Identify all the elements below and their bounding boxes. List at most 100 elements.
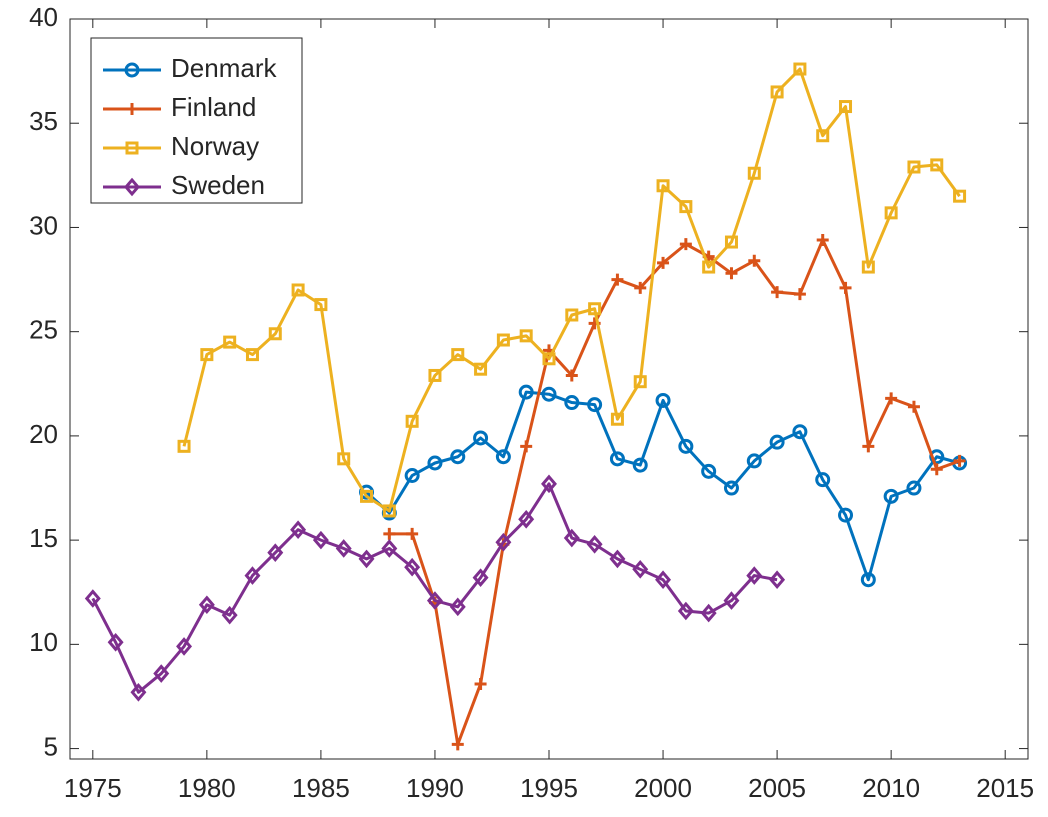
marker (449, 597, 466, 617)
marker (655, 392, 671, 408)
marker (381, 539, 398, 558)
marker (632, 457, 648, 473)
marker (861, 260, 875, 274)
marker (474, 677, 487, 690)
marker (268, 327, 282, 341)
marker (656, 179, 670, 193)
x-tick-label: 1995 (520, 773, 578, 803)
marker (838, 507, 854, 523)
marker (883, 488, 899, 504)
y-tick-label: 40 (29, 2, 58, 32)
marker (404, 468, 420, 484)
marker (451, 738, 464, 751)
marker (611, 273, 624, 286)
marker (747, 166, 761, 180)
marker (815, 472, 831, 488)
marker (723, 480, 739, 496)
marker (679, 200, 693, 214)
marker (748, 254, 761, 267)
marker (314, 298, 328, 312)
marker (223, 335, 237, 349)
marker (450, 449, 466, 465)
marker (586, 534, 603, 554)
marker (657, 256, 670, 269)
marker (792, 424, 808, 440)
marker (907, 160, 921, 174)
marker (474, 362, 488, 376)
marker (724, 235, 738, 249)
y-tick-label: 5 (44, 731, 58, 761)
marker (245, 348, 259, 362)
marker (84, 589, 101, 608)
marker (906, 480, 922, 496)
marker (769, 434, 785, 450)
marker (312, 530, 329, 550)
series-line (91, 482, 778, 694)
series-line (182, 67, 961, 513)
x-tick-label: 2005 (748, 773, 806, 803)
marker (587, 397, 603, 413)
y-tick-label: 10 (29, 627, 58, 657)
marker (107, 632, 124, 652)
marker (130, 682, 147, 702)
marker (496, 333, 510, 347)
legend-marker (126, 103, 138, 115)
legend-label: Sweden (171, 170, 265, 200)
marker (746, 566, 763, 585)
marker (360, 489, 374, 503)
marker (472, 568, 489, 587)
marker (564, 395, 580, 411)
legend-marker (124, 62, 140, 78)
marker (610, 412, 624, 426)
marker (406, 527, 419, 540)
marker (862, 440, 875, 453)
marker (519, 329, 533, 343)
marker (177, 439, 191, 453)
y-tick-label: 30 (29, 210, 58, 240)
marker (769, 570, 786, 590)
marker (816, 233, 829, 246)
legend-label: Finland (171, 92, 256, 122)
marker (358, 549, 375, 569)
series-line (365, 390, 960, 582)
marker (565, 308, 579, 322)
marker (495, 449, 511, 465)
x-tick-label: 1990 (406, 773, 464, 803)
marker (771, 286, 784, 299)
marker (221, 605, 238, 625)
marker (655, 570, 672, 590)
x-tick-label: 1985 (292, 773, 350, 803)
marker (930, 158, 944, 172)
marker (426, 591, 443, 610)
legend-label: Denmark (171, 53, 277, 83)
x-tick-label: 2015 (976, 773, 1034, 803)
marker (679, 238, 692, 251)
legend-label: Norway (171, 131, 259, 161)
marker (953, 189, 967, 203)
legend-marker (125, 141, 139, 155)
marker (793, 288, 806, 301)
marker (746, 453, 762, 469)
marker (427, 455, 443, 471)
marker (725, 267, 738, 280)
marker (860, 572, 876, 588)
marker (701, 463, 717, 479)
marker (541, 386, 557, 402)
marker (337, 452, 351, 466)
y-tick-label: 25 (29, 315, 58, 345)
marker (542, 352, 556, 366)
marker (451, 348, 465, 362)
marker (541, 474, 557, 494)
marker (404, 557, 421, 577)
marker (244, 566, 261, 585)
series-line (389, 238, 961, 746)
marker (907, 400, 920, 413)
y-tick-label: 35 (29, 106, 58, 136)
marker (405, 414, 419, 428)
marker (563, 528, 580, 548)
marker (473, 430, 489, 446)
marker (565, 369, 578, 382)
marker (520, 440, 533, 453)
x-tick-label: 2010 (862, 773, 920, 803)
marker (609, 549, 626, 569)
